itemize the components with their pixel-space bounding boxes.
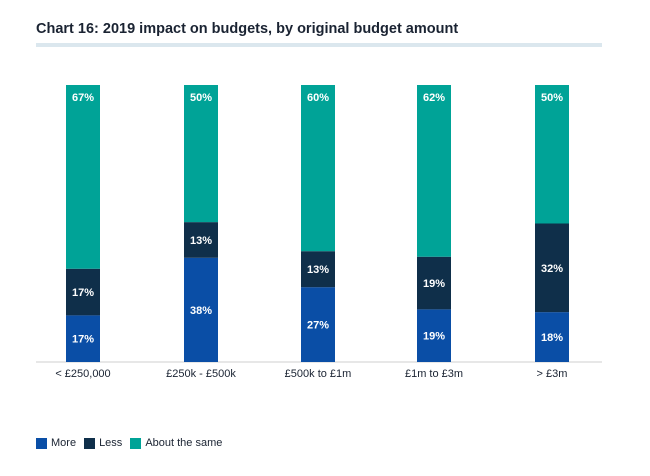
data-label-less-2: 13% [307, 264, 329, 276]
legend-item-about-the-same: About the same [130, 437, 222, 449]
bar-more-0 [66, 315, 100, 362]
data-label-about-the-same-1: 50% [190, 92, 212, 104]
data-label-more-3: 19% [423, 331, 445, 343]
bar-more-2 [301, 287, 335, 362]
data-label-less-1: 13% [190, 235, 212, 247]
data-label-more-2: 27% [307, 320, 329, 332]
legend-label-about-the-same: About the same [145, 437, 223, 449]
legend-item-less: Less [84, 437, 122, 449]
data-label-about-the-same-3: 62% [423, 92, 445, 104]
bar-less-2 [301, 251, 335, 288]
category-label-3: £1m to £3m [405, 368, 463, 380]
bar-about-the-same-3 [417, 85, 451, 257]
data-label-less-0: 17% [72, 287, 94, 299]
bar-about-the-same-1 [184, 85, 218, 223]
data-label-more-1: 38% [190, 305, 212, 317]
data-label-less-3: 19% [423, 278, 445, 290]
title-divider [36, 43, 602, 47]
legend-swatch-less [84, 437, 96, 449]
data-label-more-4: 18% [541, 332, 563, 344]
legend-swatch-about-the-same [130, 437, 142, 449]
bar-about-the-same-2 [301, 85, 335, 252]
bar-more-1 [184, 257, 218, 362]
data-label-about-the-same-4: 50% [541, 92, 563, 104]
bar-about-the-same-4 [535, 85, 569, 224]
legend-swatch-more [36, 437, 47, 449]
bar-less-3 [417, 256, 451, 310]
category-label-2: £500k to £1m [285, 368, 352, 380]
data-label-less-4: 32% [541, 263, 563, 275]
stacked-bar-chart: 17% 17% 67% 38% 13% 50% 27% 13% 60% 19% 19% 62% 18% 3… [36, 85, 602, 380]
data-label-about-the-same-2: 60% [307, 92, 329, 104]
category-labels-group: < £250,000 £250k - £500k £500k to £1m £1m t… [55, 368, 567, 380]
bar-less-1 [184, 222, 218, 258]
bars-group: 17% 17% 67% 38% 13% 50% 27% 13% 60% 19% 19% 62% 18% 3… [66, 85, 569, 362]
category-label-0: < £250,000 [55, 368, 110, 380]
category-label-1: £250k - £500k [166, 368, 236, 380]
legend-label-less: Less [99, 437, 123, 449]
bar-less-4 [535, 223, 569, 313]
bar-less-0 [66, 268, 100, 316]
legend-label-more: More [51, 437, 77, 449]
category-label-4: > £3m [537, 368, 568, 380]
bar-more-3 [417, 309, 451, 362]
legend: More Less About the same [36, 437, 230, 449]
bar-more-4 [535, 312, 569, 362]
legend-item-more: More [36, 437, 76, 449]
chart-title: Chart 16: 2019 impact on budgets, by ori… [36, 21, 459, 37]
data-label-more-0: 17% [72, 334, 94, 346]
bar-about-the-same-0 [66, 85, 100, 269]
data-label-about-the-same-0: 67% [72, 92, 94, 104]
